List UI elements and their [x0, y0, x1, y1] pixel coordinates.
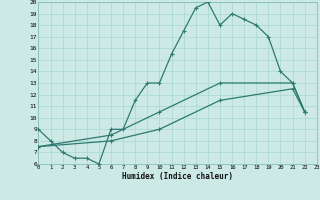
- X-axis label: Humidex (Indice chaleur): Humidex (Indice chaleur): [122, 172, 233, 181]
